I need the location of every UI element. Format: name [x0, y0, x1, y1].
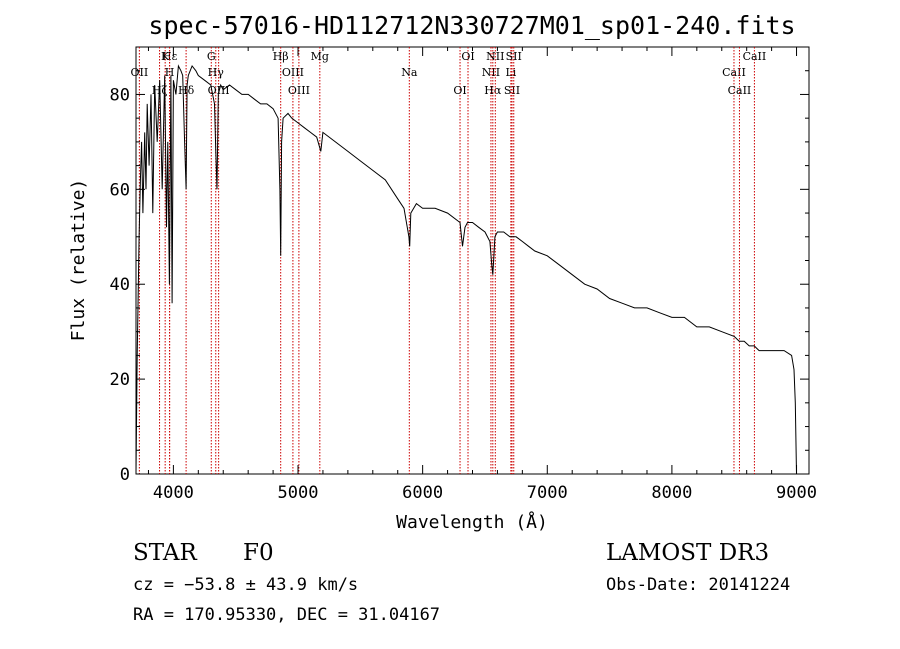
- coordinates: RA = 170.95330, DEC = 31.04167: [133, 605, 440, 625]
- spectrum-line: [135, 64, 797, 475]
- y-tick-label: 40: [110, 275, 130, 295]
- marker-label: Hβ: [273, 50, 289, 63]
- marker-label: CaII: [722, 66, 746, 79]
- marker-label: Hγ: [208, 66, 225, 79]
- object-class: STAR: [133, 540, 197, 566]
- marker-label: SII: [506, 50, 522, 63]
- marker-label: NII: [482, 66, 500, 79]
- marker-label: CaII: [728, 84, 752, 97]
- survey-name: LAMOST DR3: [606, 540, 769, 566]
- marker-label: OII: [131, 66, 149, 79]
- marker-label: K: [161, 50, 170, 63]
- marker-label: OI: [461, 50, 474, 63]
- marker-label: Mg: [311, 50, 329, 63]
- line-markers: HεOIIHζKHHδGHγOIIIHβOIIIOIIIMgNaOIOINIIH…: [131, 47, 767, 474]
- y-axis-label: Flux (relative): [68, 179, 89, 342]
- marker-label: OI: [453, 84, 466, 97]
- x-tick-label: 9000: [776, 483, 817, 503]
- marker-label: SII: [504, 84, 520, 97]
- marker-label: Hδ: [178, 84, 195, 97]
- y-tick-label: 20: [110, 370, 130, 390]
- y-tick-label: 0: [120, 465, 130, 485]
- plot-frame: [135, 46, 810, 475]
- obs-date: Obs-Date: 20141224: [606, 575, 790, 595]
- marker-label: Hα: [484, 84, 502, 97]
- x-tick-label: 4000: [153, 483, 194, 503]
- marker-label: G: [207, 50, 216, 63]
- marker-label: Na: [401, 66, 418, 79]
- marker-label: H: [165, 66, 175, 79]
- redshift-info: cz = −53.8 ± 43.9 km/s: [133, 575, 358, 595]
- marker-label: OIII: [208, 84, 230, 97]
- axis-ticks: 4000 5000 6000 7000 8000 9000 0 20 40 60 80: [110, 47, 817, 503]
- x-tick-label: 8000: [651, 483, 692, 503]
- marker-label: OIII: [282, 66, 304, 79]
- marker-label: Li: [505, 66, 516, 79]
- x-tick-label: 5000: [278, 483, 319, 503]
- x-axis-label: Wavelength (Å): [396, 511, 548, 533]
- y-tick-label: 60: [110, 180, 130, 200]
- x-tick-label: 6000: [402, 483, 443, 503]
- object-subclass: F0: [243, 540, 274, 566]
- chart-title: spec-57016-HD112712N330727M01_sp01-240.f…: [148, 11, 795, 40]
- marker-label: OIII: [288, 84, 310, 97]
- x-tick-label: 7000: [527, 483, 568, 503]
- marker-label: NII: [486, 50, 504, 63]
- y-tick-label: 80: [110, 85, 130, 105]
- marker-label: CaII: [743, 50, 767, 63]
